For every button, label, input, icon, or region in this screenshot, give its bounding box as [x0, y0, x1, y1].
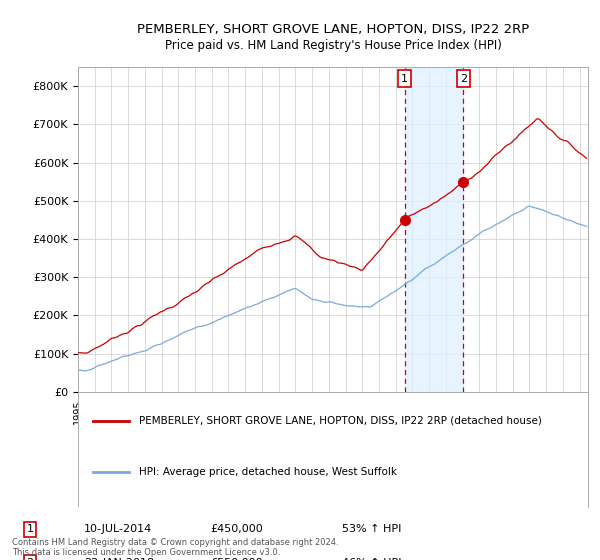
Text: Price paid vs. HM Land Registry's House Price Index (HPI): Price paid vs. HM Land Registry's House … — [164, 39, 502, 52]
Text: 53% ↑ HPI: 53% ↑ HPI — [342, 524, 401, 534]
Text: Contains HM Land Registry data © Crown copyright and database right 2024.
This d: Contains HM Land Registry data © Crown c… — [12, 538, 338, 557]
Text: 1: 1 — [26, 524, 34, 534]
Text: 10-JUL-2014: 10-JUL-2014 — [84, 524, 152, 534]
Text: 46% ↑ HPI: 46% ↑ HPI — [342, 558, 401, 560]
Text: 2: 2 — [26, 558, 34, 560]
Text: £550,000: £550,000 — [210, 558, 263, 560]
Text: 1: 1 — [401, 74, 408, 83]
Text: PEMBERLEY, SHORT GROVE LANE, HOPTON, DISS, IP22 2RP: PEMBERLEY, SHORT GROVE LANE, HOPTON, DIS… — [137, 24, 529, 36]
Text: HPI: Average price, detached house, West Suffolk: HPI: Average price, detached house, West… — [139, 468, 397, 477]
Text: 22-JAN-2018: 22-JAN-2018 — [84, 558, 154, 560]
Bar — [404, 67, 463, 392]
Text: PEMBERLEY, SHORT GROVE LANE, HOPTON, DISS, IP22 2RP (detached house): PEMBERLEY, SHORT GROVE LANE, HOPTON, DIS… — [139, 416, 542, 426]
Text: 2: 2 — [460, 74, 467, 83]
Text: £450,000: £450,000 — [210, 524, 263, 534]
